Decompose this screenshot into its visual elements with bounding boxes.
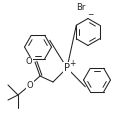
- Text: O: O: [27, 81, 33, 89]
- Text: P: P: [64, 63, 70, 73]
- Text: +: +: [69, 59, 76, 68]
- Text: O: O: [25, 58, 32, 67]
- Text: −: −: [87, 10, 93, 19]
- Text: Br: Br: [76, 4, 85, 13]
